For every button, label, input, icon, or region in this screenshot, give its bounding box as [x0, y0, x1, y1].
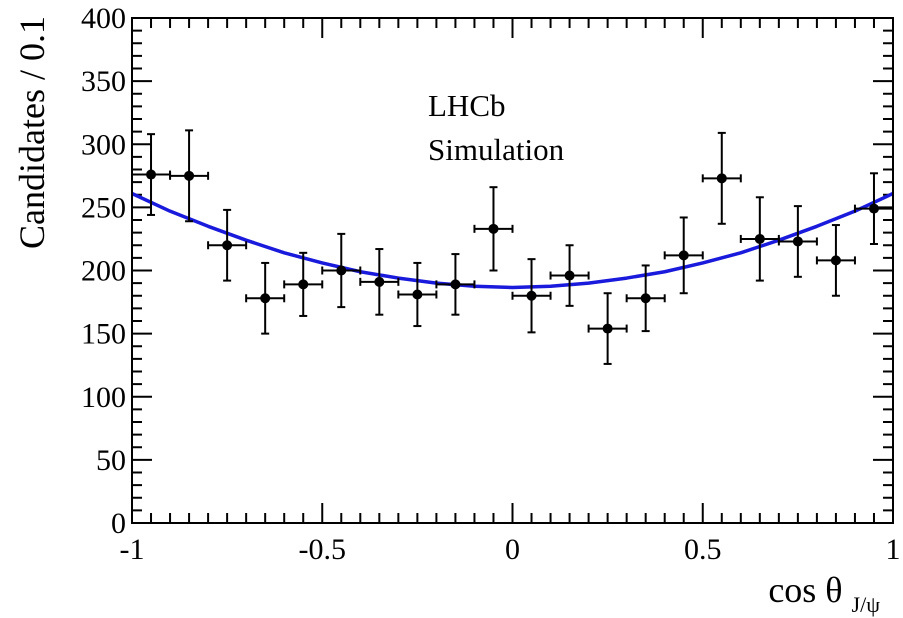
data-point	[739, 196, 780, 282]
plot-frame	[131, 17, 894, 524]
data-point	[473, 186, 514, 272]
data-marker	[602, 323, 613, 334]
data-marker	[754, 233, 765, 244]
y-tick-label: 50	[96, 444, 126, 477]
data-marker	[640, 293, 651, 304]
data-marker	[792, 236, 803, 247]
x-axis-title-subscript: J/ψ	[852, 592, 881, 617]
data-point	[663, 216, 704, 295]
data-marker	[830, 255, 841, 266]
data-point	[321, 232, 362, 309]
y-tick-label: 100	[81, 381, 126, 414]
x-tick-label: 1	[886, 533, 901, 566]
y-tick-label: 250	[81, 191, 126, 224]
tick-labels: -1 -0.5 0 0.5 1 0 50 100 150 200 250 300 350 400	[81, 2, 901, 566]
annotation-lhcb: LHCb	[428, 88, 506, 123]
data-marker	[374, 276, 385, 287]
data-marker	[564, 270, 575, 281]
data-point	[283, 251, 324, 317]
data-marker	[336, 265, 347, 276]
data-marker	[526, 290, 537, 301]
y-tick-label: 300	[81, 128, 126, 161]
x-axis-title-main: cos θ	[768, 570, 842, 610]
data-marker	[488, 223, 499, 234]
data-point	[815, 224, 856, 297]
data-point	[435, 253, 476, 316]
y-tick-label: 350	[81, 65, 126, 98]
data-marker	[298, 279, 309, 290]
data-points-layer	[131, 129, 894, 365]
fit-curve	[131, 191, 894, 290]
data-point	[701, 131, 742, 225]
axis-ticks	[131, 17, 894, 524]
data-marker	[184, 170, 195, 181]
y-tick-label: 400	[81, 2, 126, 35]
y-axis-title: Candidates / 0.1	[12, 16, 52, 249]
fit-curve-layer	[131, 191, 894, 290]
data-marker	[450, 279, 461, 290]
x-tick-label: -0.5	[299, 533, 347, 566]
data-point	[511, 258, 552, 334]
y-tick-label: 150	[81, 318, 126, 351]
data-marker	[678, 250, 689, 261]
data-marker	[260, 293, 271, 304]
data-point	[625, 264, 666, 333]
y-tick-label: 0	[111, 507, 126, 540]
data-point	[587, 292, 628, 365]
x-tick-label: 0	[505, 533, 520, 566]
data-marker	[222, 240, 233, 251]
data-marker	[716, 173, 727, 184]
data-point	[397, 261, 438, 328]
x-axis-title: cos θ J/ψ	[768, 570, 880, 617]
data-point	[777, 205, 818, 278]
data-point	[245, 261, 286, 335]
data-point	[131, 133, 172, 216]
data-point	[207, 208, 248, 282]
y-tick-label: 200	[81, 255, 126, 288]
data-marker	[412, 289, 423, 300]
x-tick-label: -1	[120, 533, 145, 566]
data-point	[853, 172, 894, 245]
data-point	[359, 248, 400, 316]
data-point	[169, 129, 210, 223]
data-marker	[868, 203, 879, 214]
data-marker	[146, 169, 157, 180]
annotation-simulation: Simulation	[428, 132, 565, 167]
x-tick-label: 0.5	[684, 533, 722, 566]
data-point	[549, 244, 590, 307]
